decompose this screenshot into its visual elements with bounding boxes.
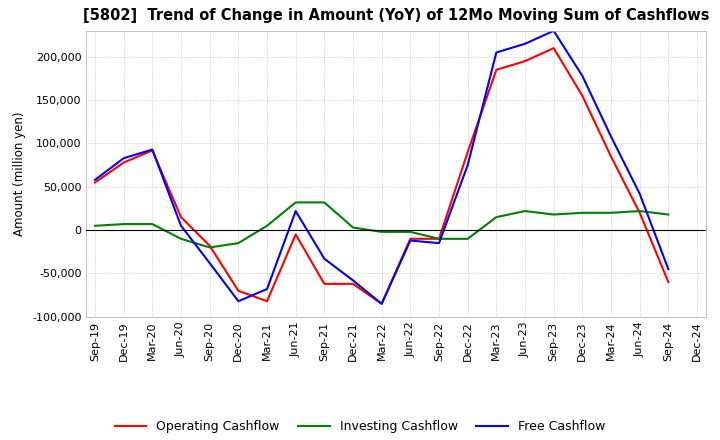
Investing Cashflow (435, 236, 444, 242)
Operating Cashflow (406, 236, 415, 242)
Investing Cashflow (664, 212, 672, 217)
Free Cashflow (607, 134, 616, 139)
Investing Cashflow (492, 214, 500, 220)
Operating Cashflow (607, 154, 616, 159)
Free Cashflow (521, 41, 529, 47)
Free Cashflow (549, 28, 558, 33)
Free Cashflow (292, 209, 300, 214)
Operating Cashflow (292, 232, 300, 237)
Investing Cashflow (263, 223, 271, 228)
Investing Cashflow (320, 200, 328, 205)
Operating Cashflow (377, 301, 386, 306)
Investing Cashflow (348, 225, 357, 230)
Line: Operating Cashflow: Operating Cashflow (95, 48, 668, 304)
Investing Cashflow (464, 236, 472, 242)
Investing Cashflow (607, 210, 616, 216)
Operating Cashflow (263, 299, 271, 304)
Investing Cashflow (292, 200, 300, 205)
Investing Cashflow (635, 209, 644, 214)
Operating Cashflow (521, 59, 529, 64)
Operating Cashflow (635, 210, 644, 216)
Free Cashflow (91, 177, 99, 183)
Operating Cashflow (492, 67, 500, 73)
Investing Cashflow (176, 236, 185, 242)
Free Cashflow (120, 156, 128, 161)
Operating Cashflow (176, 214, 185, 220)
Operating Cashflow (464, 150, 472, 155)
Operating Cashflow (148, 148, 157, 153)
Free Cashflow (578, 73, 587, 78)
Y-axis label: Amount (million yen): Amount (million yen) (14, 112, 27, 236)
Operating Cashflow (348, 281, 357, 286)
Investing Cashflow (148, 221, 157, 227)
Investing Cashflow (521, 209, 529, 214)
Line: Free Cashflow: Free Cashflow (95, 31, 668, 304)
Free Cashflow (664, 267, 672, 272)
Operating Cashflow (549, 45, 558, 51)
Free Cashflow (377, 301, 386, 306)
Free Cashflow (234, 299, 243, 304)
Free Cashflow (406, 238, 415, 243)
Investing Cashflow (234, 241, 243, 246)
Investing Cashflow (91, 223, 99, 228)
Free Cashflow (148, 147, 157, 152)
Operating Cashflow (320, 281, 328, 286)
Free Cashflow (263, 286, 271, 292)
Line: Investing Cashflow: Investing Cashflow (95, 202, 668, 247)
Legend: Operating Cashflow, Investing Cashflow, Free Cashflow: Operating Cashflow, Investing Cashflow, … (110, 415, 610, 438)
Investing Cashflow (549, 212, 558, 217)
Operating Cashflow (120, 160, 128, 165)
Investing Cashflow (578, 210, 587, 216)
Operating Cashflow (664, 279, 672, 285)
Investing Cashflow (120, 221, 128, 227)
Operating Cashflow (205, 243, 214, 248)
Free Cashflow (176, 223, 185, 228)
Investing Cashflow (205, 245, 214, 250)
Free Cashflow (635, 191, 644, 196)
Operating Cashflow (234, 288, 243, 293)
Free Cashflow (320, 256, 328, 261)
Free Cashflow (205, 260, 214, 266)
Investing Cashflow (406, 229, 415, 235)
Operating Cashflow (435, 236, 444, 242)
Free Cashflow (435, 241, 444, 246)
Title: [5802]  Trend of Change in Amount (YoY) of 12Mo Moving Sum of Cashflows: [5802] Trend of Change in Amount (YoY) o… (83, 7, 709, 23)
Operating Cashflow (91, 180, 99, 185)
Operating Cashflow (578, 93, 587, 99)
Investing Cashflow (377, 229, 386, 235)
Free Cashflow (464, 162, 472, 168)
Free Cashflow (492, 50, 500, 55)
Free Cashflow (348, 278, 357, 283)
